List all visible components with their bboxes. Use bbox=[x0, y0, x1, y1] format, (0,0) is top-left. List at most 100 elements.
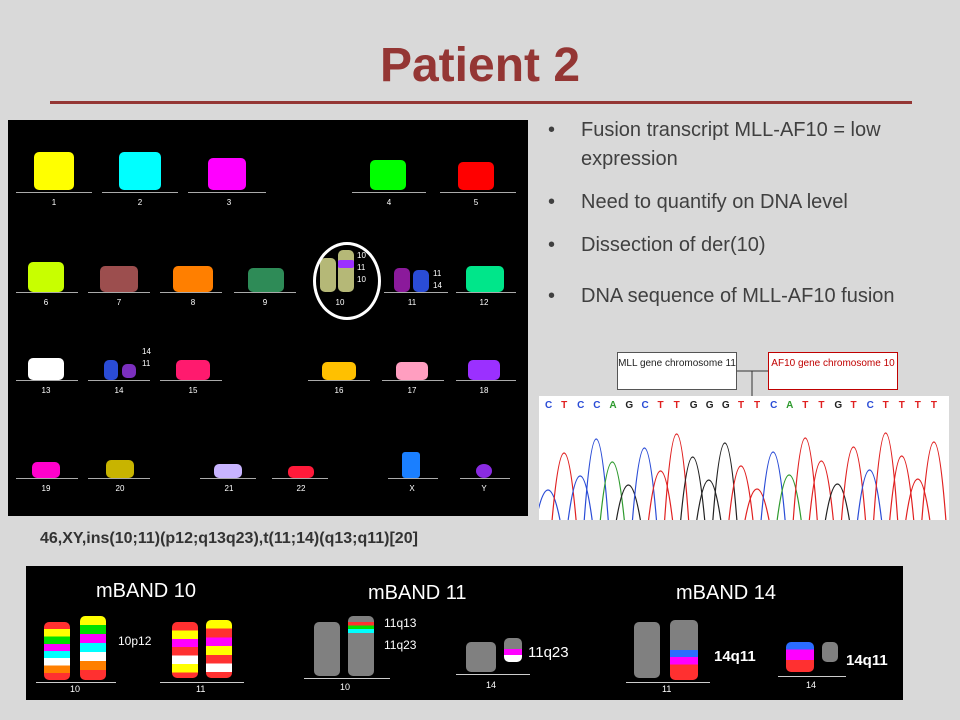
mband11-chr-label: 14 bbox=[486, 680, 497, 690]
chromosome-18 bbox=[468, 360, 500, 380]
chromosome-12 bbox=[466, 266, 504, 292]
mband14-chromosome-11a bbox=[634, 622, 660, 678]
bullet-text: DNA sequence of MLL-AF10 fusion bbox=[581, 285, 895, 307]
title-divider bbox=[50, 101, 912, 104]
chromosome-label-7: 7 bbox=[116, 298, 122, 307]
chromosome-baseline bbox=[234, 292, 296, 293]
chromosome-baseline bbox=[88, 478, 150, 479]
chromatogram-peak bbox=[776, 474, 802, 521]
sequence-base-label: T bbox=[883, 400, 889, 411]
chromosome-label-17: 17 bbox=[407, 386, 417, 395]
chromosome-20 bbox=[106, 460, 134, 478]
mband11-chr-label: 10 bbox=[340, 682, 351, 692]
mband11-baseline bbox=[304, 678, 390, 679]
mband14-baseline bbox=[626, 682, 710, 683]
chromosome-label-11: 11 bbox=[407, 298, 417, 307]
sequence-base-label: T bbox=[802, 400, 808, 411]
mband11-baseline bbox=[456, 674, 530, 675]
sequence-base-label: G bbox=[722, 400, 730, 411]
mll-gene-label: MLL gene chromosome 11 bbox=[618, 358, 736, 369]
chromosome-4 bbox=[370, 160, 406, 190]
chromosome-label-20: 20 bbox=[115, 484, 125, 493]
chromatogram-peak bbox=[873, 432, 899, 521]
mband11-der14-band: 11q23 bbox=[528, 644, 569, 661]
chromosome-x bbox=[402, 452, 420, 478]
chromosome-baseline bbox=[16, 478, 78, 479]
chromosome-label-x: X bbox=[409, 484, 415, 493]
der10-highlight-circle bbox=[313, 242, 381, 320]
mband11-band-label: 11q13 bbox=[384, 616, 417, 630]
chromosome-21 bbox=[214, 464, 242, 478]
chromosome-22 bbox=[288, 466, 314, 478]
chromosome-baseline bbox=[388, 478, 438, 479]
chromosome-9 bbox=[248, 268, 284, 292]
bullet-list: • Fusion transcript MLL-AF10 = low expres… bbox=[548, 116, 948, 325]
chromosome-baseline bbox=[384, 292, 448, 293]
karyogram-image: 1 2 3 4 5 6 7 8 9 10 11 10 10 bbox=[8, 120, 528, 516]
sequence-base-label: T bbox=[850, 400, 856, 411]
chromosome-baseline bbox=[188, 192, 266, 193]
bullet-item: • Need to quantify on DNA level bbox=[548, 191, 848, 213]
mband11-chromosome-14a bbox=[466, 642, 496, 672]
mband14-chr-label: 11 bbox=[662, 684, 672, 694]
chromosome-16 bbox=[322, 362, 356, 380]
der14-band-label: 14 bbox=[142, 347, 151, 356]
chromosome-baseline bbox=[16, 292, 78, 293]
sequence-base-label: G bbox=[706, 400, 714, 411]
chromatogram-peak bbox=[856, 469, 883, 521]
chromosome-label-2: 2 bbox=[137, 198, 143, 207]
chromatogram-peak bbox=[712, 442, 738, 521]
sequence-base-label: T bbox=[561, 400, 567, 411]
mband10-band-label: 10p12 bbox=[118, 634, 152, 648]
mband14-title: mBAND 14 bbox=[676, 582, 777, 604]
slide-title: Patient 2 bbox=[379, 39, 581, 92]
chromosome-label-19: 19 bbox=[41, 484, 51, 493]
mband11-band-label: 11q23 bbox=[384, 638, 417, 652]
chromatogram-peak bbox=[615, 484, 641, 521]
sequence-base-label: G bbox=[625, 400, 633, 411]
chromatogram-peak bbox=[792, 437, 818, 521]
chromosome-13 bbox=[28, 358, 64, 380]
chromatogram-peak bbox=[760, 451, 786, 521]
chromosome-label-18: 18 bbox=[479, 386, 489, 395]
sequence-base-label: T bbox=[754, 400, 760, 411]
chromosome-label-9: 9 bbox=[262, 298, 268, 307]
sequence-base-label: T bbox=[658, 400, 664, 411]
chromosome-8 bbox=[173, 266, 213, 292]
chromatogram-peak bbox=[583, 438, 609, 521]
chromatogram-peak bbox=[535, 489, 561, 521]
chromosome-label-5: 5 bbox=[473, 198, 479, 207]
chromosome-label-22: 22 bbox=[296, 484, 306, 493]
mll-gene-box: MLL gene chromosome 11 bbox=[617, 352, 737, 390]
chromosome-label-y: Y bbox=[481, 484, 487, 493]
bullet-item: • DNA sequence of MLL-AF10 fusion bbox=[548, 285, 895, 307]
chromosome-11 bbox=[394, 268, 410, 292]
chromosome-label-15: 15 bbox=[188, 386, 198, 395]
chromosome-2 bbox=[119, 152, 161, 190]
chromatogram-peak bbox=[567, 475, 593, 521]
chromosome-baseline bbox=[200, 478, 256, 479]
sequence-base-label: T bbox=[738, 400, 744, 411]
mband14-band-label: 14q11 bbox=[846, 652, 888, 669]
mband10-chr-label: 10 bbox=[70, 684, 81, 694]
sequence-base-label: A bbox=[609, 400, 616, 411]
chromatogram-peak bbox=[647, 470, 674, 521]
sequence-base-label: G bbox=[690, 400, 698, 411]
mband11-title: mBAND 11 bbox=[368, 582, 467, 604]
bullet-text: Fusion transcript MLL-AF10 = low express… bbox=[581, 119, 881, 170]
chromosome-label-21: 21 bbox=[224, 484, 234, 493]
karyotype-formula: 46,XY,ins(10;11)(p12;q13q23),t(11;14)(q1… bbox=[40, 530, 418, 547]
chromosome-baseline bbox=[456, 292, 516, 293]
chromosome-label-1: 1 bbox=[51, 198, 57, 207]
sequence-base-label: T bbox=[931, 400, 937, 411]
chromosome-baseline bbox=[102, 192, 178, 193]
bullet-item: • Fusion transcript MLL-AF10 = low expres… bbox=[548, 119, 881, 170]
mband10-chromosome-11b bbox=[206, 620, 232, 678]
bullet-text: Need to quantify on DNA level bbox=[581, 191, 848, 213]
bullet-item: • Dissection of der(10) bbox=[548, 234, 766, 256]
mband11-chromosome-10a bbox=[314, 622, 340, 676]
mband10-chromosome-11a bbox=[172, 622, 198, 678]
der14-band-label: 11 bbox=[142, 359, 151, 368]
